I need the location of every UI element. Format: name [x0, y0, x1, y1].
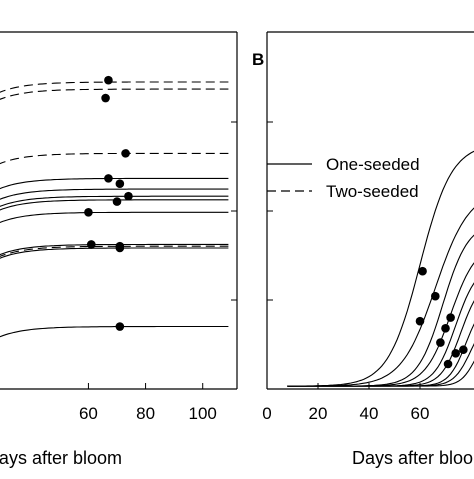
panel-a-x-tick-label-0: 60 — [79, 404, 98, 423]
panel-b-x-tick-label-3: 60 — [411, 404, 430, 423]
panel-a-x-tick-label-1: 80 — [136, 404, 155, 423]
panel-b-marker-2 — [431, 291, 440, 301]
panel-a-x-axis-label: Days after bloom — [0, 448, 122, 468]
panel-a-x-tick-label-2: 100 — [189, 404, 217, 423]
panel-b: 0 20 40 60 B Days after bloom One-seeded Tw… — [231, 31, 474, 468]
panel-b-marker-0 — [418, 266, 427, 276]
panel-a-marker-0 — [104, 75, 113, 85]
panel-a-curve-0 — [0, 81, 229, 93]
panel-a-marker-3 — [104, 174, 113, 183]
panel-b-x-tick-label-1: 20 — [309, 404, 328, 423]
panel-a-curve-11 — [0, 325, 229, 338]
panel-b-x-axis-label: Days after bloom — [352, 448, 474, 468]
panel-a-curve-2 — [0, 152, 229, 165]
panel-a: 60 80 100 Days after bloom — [0, 31, 238, 468]
panel-a-marker-4 — [115, 179, 125, 189]
panel-b-x-ticks: 0 20 40 60 — [262, 383, 429, 423]
panel-b-label: B — [252, 50, 264, 69]
panel-a-curve-7 — [0, 211, 229, 224]
panel-b-marker-1 — [415, 316, 425, 326]
panel-a-marker-7 — [84, 207, 93, 217]
panel-a-curve-4 — [0, 188, 229, 200]
panel-a-curve-5 — [0, 195, 229, 207]
panel-a-curve-9 — [0, 245, 229, 257]
panel-b-curve-0 — [287, 150, 474, 387]
panel-a-marker-6 — [112, 197, 122, 206]
panel-a-curve-3 — [0, 177, 229, 190]
panel-b-curves — [287, 150, 474, 387]
panel-a-marker-11 — [115, 322, 125, 331]
panel-b-x-tick-label-0: 0 — [262, 404, 271, 423]
panel-a-curve-1 — [0, 88, 229, 100]
panel-b-markers — [415, 266, 468, 369]
panel-b-marker-4 — [436, 338, 445, 347]
panel-a-marker-8 — [86, 240, 96, 249]
panel-b-curve-8 — [287, 360, 474, 387]
panel-b-curve-1 — [287, 207, 474, 387]
panel-a-curves — [0, 81, 229, 338]
panel-b-curve-6 — [287, 323, 474, 387]
panel-a-curve-8 — [0, 243, 229, 256]
panel-a-curve-10 — [0, 247, 229, 259]
panel-a-x-ticks: 60 80 100 — [79, 383, 217, 423]
panel-a-markers — [84, 75, 133, 331]
panel-a-marker-2 — [121, 149, 130, 158]
panel-a-marker-1 — [101, 93, 110, 103]
legend-two-seeded-label: Two-seeded — [326, 182, 419, 201]
panel-a-curve-6 — [0, 199, 229, 211]
panel-a-marker-5 — [124, 191, 133, 201]
legend-one-seeded-label: One-seeded — [326, 155, 420, 174]
panel-b-marker-7 — [443, 359, 453, 369]
panel-b-marker-5 — [446, 313, 455, 322]
panel-b-legend: One-seeded Two-seeded — [267, 155, 420, 201]
panel-b-x-tick-label-2: 40 — [360, 404, 379, 423]
panel-b-marker-8 — [459, 345, 468, 355]
panel-a-marker-10 — [115, 243, 125, 253]
panel-b-marker-6 — [451, 349, 461, 358]
panel-b-marker-3 — [441, 324, 450, 333]
panel-b-y-ticks — [231, 121, 273, 301]
